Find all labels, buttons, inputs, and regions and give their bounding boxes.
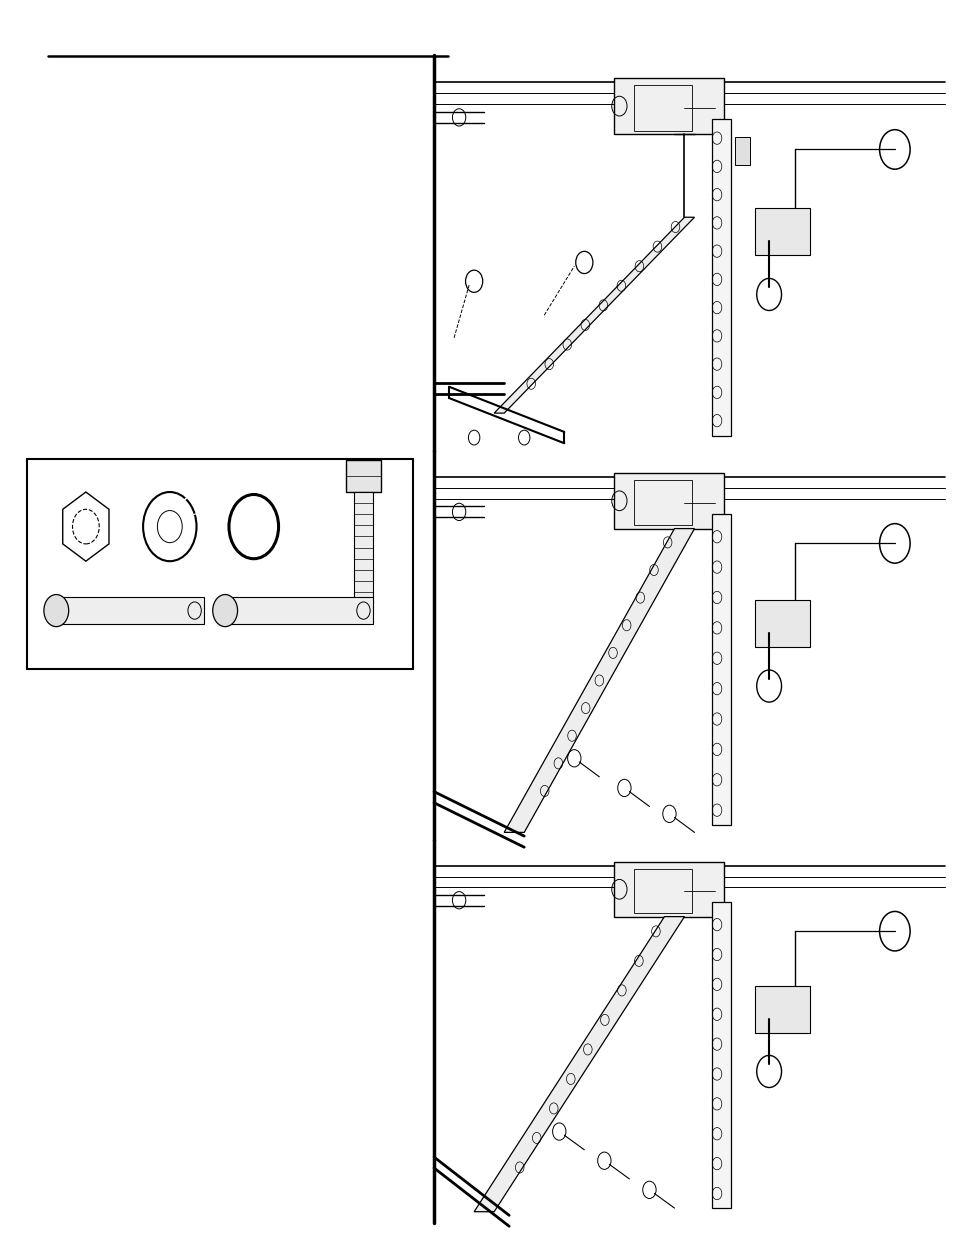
Bar: [754, 600, 809, 647]
Bar: [634, 85, 691, 131]
Bar: [711, 902, 730, 1208]
Circle shape: [44, 594, 69, 626]
Bar: [754, 987, 809, 1034]
Circle shape: [575, 252, 592, 274]
Bar: [346, 459, 380, 492]
Bar: [354, 492, 373, 603]
Polygon shape: [474, 916, 683, 1212]
Bar: [711, 120, 730, 436]
Bar: [225, 597, 373, 624]
Circle shape: [213, 594, 237, 626]
Bar: [734, 137, 749, 164]
Bar: [614, 78, 723, 135]
Bar: [614, 862, 723, 916]
Bar: [754, 207, 809, 254]
Circle shape: [465, 270, 482, 293]
Bar: [634, 480, 691, 525]
Polygon shape: [494, 217, 694, 414]
Bar: [634, 869, 691, 913]
Polygon shape: [503, 529, 694, 832]
Polygon shape: [63, 492, 109, 561]
Bar: [27, 459, 413, 669]
Bar: [614, 473, 723, 529]
Bar: [711, 514, 730, 825]
Bar: [56, 597, 204, 624]
